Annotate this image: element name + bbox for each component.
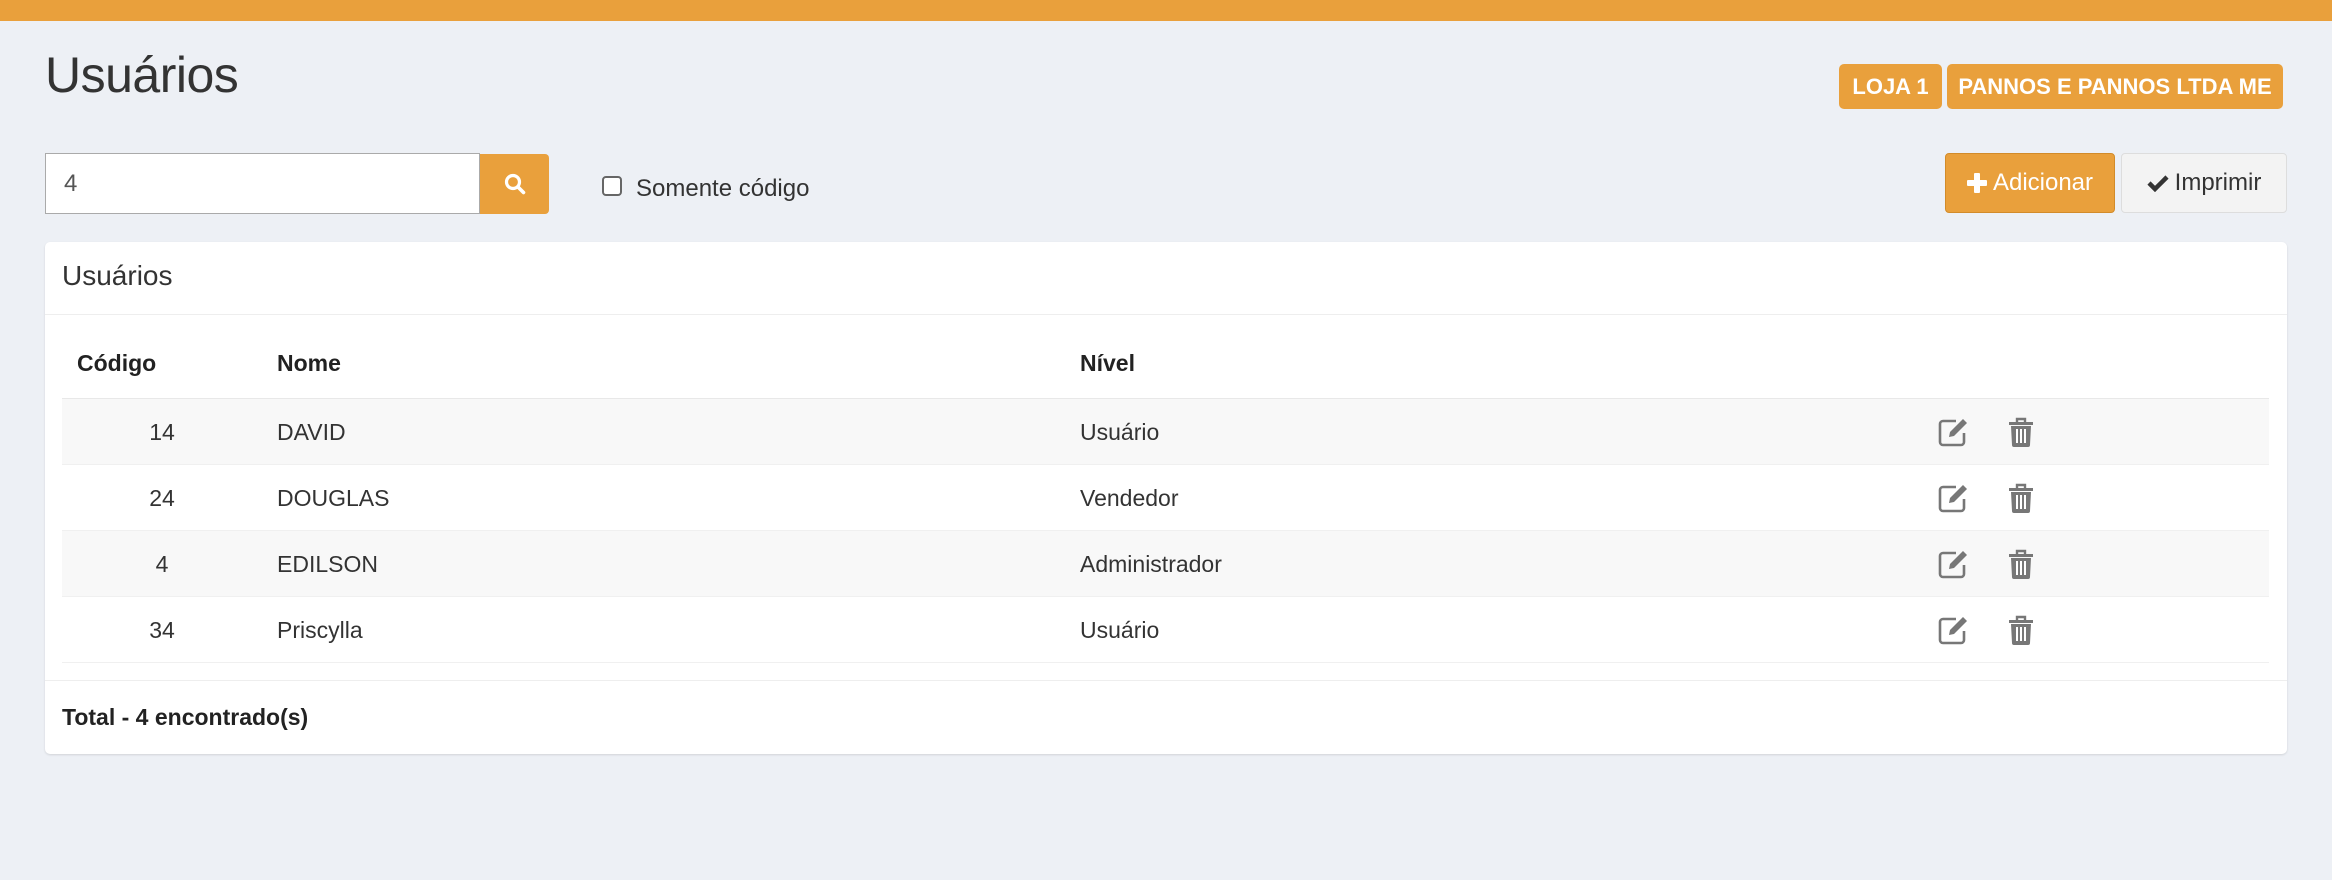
cell-code: 24 [149, 485, 175, 511]
cell-code: 4 [155, 551, 169, 577]
column-header-name[interactable]: Nome [277, 350, 341, 376]
trash-icon[interactable] [2004, 415, 2038, 449]
divider [62, 398, 2269, 399]
column-header-code[interactable]: Código [77, 350, 157, 376]
only-code-checkbox[interactable] [602, 176, 622, 196]
add-button[interactable]: Adicionar [1945, 153, 2115, 213]
search-icon [504, 173, 525, 195]
plus-icon [1966, 173, 1987, 193]
only-code-label: Somente código [636, 175, 810, 202]
divider [45, 680, 2287, 681]
table-row: 4 EDILSON Administrador [62, 531, 2269, 597]
panel-title: Usuários [62, 260, 173, 291]
cell-level: Administrador [1080, 551, 1222, 577]
store-badge: LOJA 1 [1839, 64, 1942, 109]
page-title: Usuários [45, 47, 239, 103]
column-header-level[interactable]: Nível [1080, 350, 1135, 376]
trash-icon[interactable] [2004, 547, 2038, 581]
search-input[interactable] [45, 153, 480, 214]
table-row: 24 DOUGLAS Vendedor [62, 465, 2269, 531]
cell-name: DOUGLAS [277, 485, 390, 511]
company-badge: PANNOS E PANNOS LTDA ME [1947, 64, 2283, 109]
edit-icon[interactable] [1936, 481, 1970, 515]
divider [45, 314, 2287, 315]
cell-level: Usuário [1080, 617, 1160, 643]
print-button[interactable]: Imprimir [2121, 153, 2287, 213]
add-button-label: Adicionar [1992, 169, 2094, 196]
cell-level: Vendedor [1080, 485, 1179, 511]
edit-icon[interactable] [1936, 547, 1970, 581]
edit-icon[interactable] [1936, 415, 1970, 449]
cell-name: DAVID [277, 419, 346, 445]
total-count: Total - 4 encontrado(s) [62, 704, 309, 730]
users-panel: Usuários Código Nome Nível 14 DAVID Usuári… [45, 242, 2287, 754]
check-icon [2147, 175, 2169, 192]
cell-code: 14 [149, 419, 175, 445]
cell-name: EDILSON [277, 551, 378, 577]
search-button[interactable] [480, 154, 549, 214]
top-bar [0, 0, 2332, 21]
cell-code: 34 [149, 617, 175, 643]
print-button-label: Imprimir [2174, 169, 2262, 196]
cell-name: Priscylla [277, 617, 363, 643]
table-row: 34 Priscylla Usuário [62, 597, 2269, 663]
trash-icon[interactable] [2004, 613, 2038, 647]
cell-level: Usuário [1080, 419, 1160, 445]
edit-icon[interactable] [1936, 613, 1970, 647]
table-row: 14 DAVID Usuário [62, 399, 2269, 465]
trash-icon[interactable] [2004, 481, 2038, 515]
